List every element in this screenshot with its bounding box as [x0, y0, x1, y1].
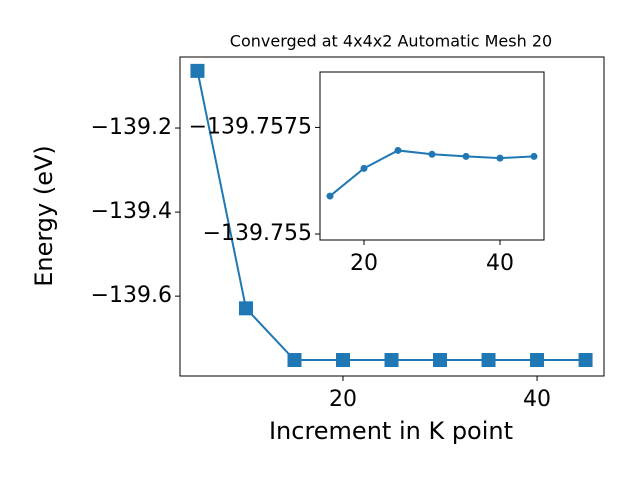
marker [496, 154, 504, 162]
chart-title: Converged at 4x4x2 Automatic Mesh 20 [230, 32, 552, 51]
y-tick-label: −139.4 [91, 199, 172, 224]
y-tick-label: −139.755 [203, 221, 312, 246]
x-tick-label: 40 [486, 251, 514, 276]
marker [481, 353, 496, 368]
marker [578, 353, 593, 368]
marker [287, 353, 302, 368]
marker [530, 152, 538, 160]
y-tick-label: −139.6 [91, 283, 172, 308]
x-axis-label: Increment in K point [269, 417, 513, 445]
marker [394, 146, 402, 154]
marker [428, 150, 436, 158]
y-tick-label: −139.7575 [189, 114, 312, 139]
marker [190, 63, 205, 78]
y-tick-label: −139.2 [91, 115, 172, 140]
marker [530, 353, 545, 368]
marker [326, 192, 334, 200]
marker [384, 353, 399, 368]
marker [433, 353, 448, 368]
x-tick-label: 20 [350, 251, 378, 276]
y-axis-label: Energy (eV) [30, 145, 58, 287]
marker [336, 353, 351, 368]
x-tick-label: 20 [329, 387, 357, 412]
marker [462, 152, 470, 160]
marker [238, 301, 253, 316]
x-tick-label: 40 [523, 387, 551, 412]
marker [360, 164, 368, 172]
